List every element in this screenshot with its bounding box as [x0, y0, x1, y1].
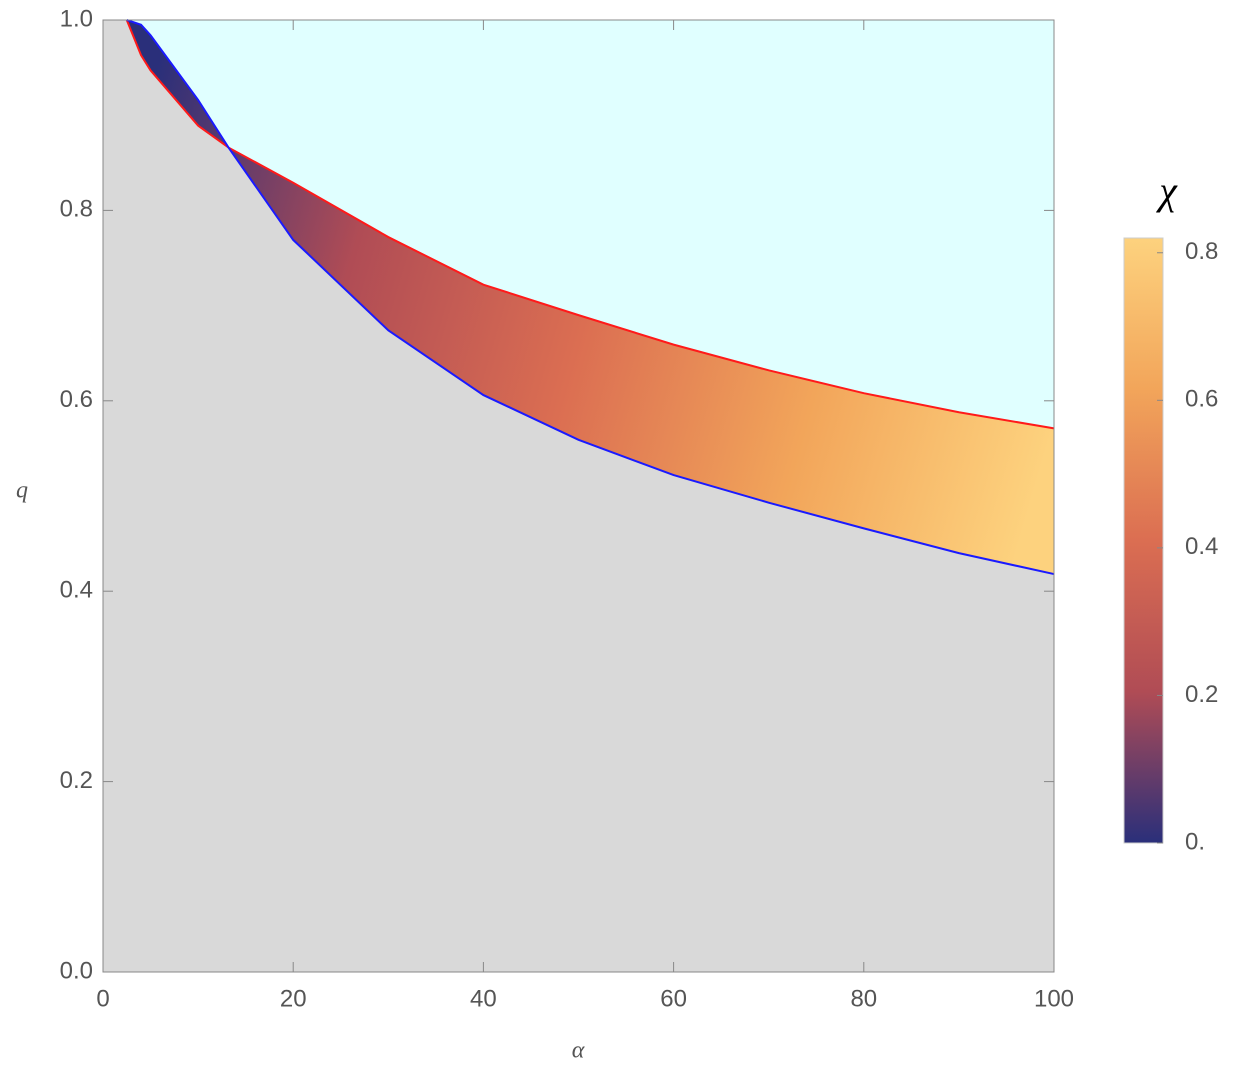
boundary-curve [125, 19, 1055, 430]
boundary-curve [126, 19, 1055, 576]
colorbar [1123, 237, 1164, 844]
y-tick-label: 0.8 [60, 196, 93, 223]
y-tick-label: 0.2 [60, 767, 93, 794]
y-tick-label: 1.0 [60, 5, 93, 32]
colorbar-tick-label: 0.8 [1185, 238, 1218, 265]
colorbar-tick-label: 0. [1185, 828, 1205, 855]
plot-frame [102, 19, 1055, 973]
y-axis-label: q [16, 478, 28, 504]
colorbar-tick-label: 0.4 [1185, 533, 1218, 560]
colorbar-label: χ [1155, 168, 1178, 213]
x-axis-label: α [572, 1038, 585, 1064]
band-region [126, 20, 1054, 575]
y-tick-label: 0.0 [60, 957, 93, 984]
x-tick-label: 60 [660, 985, 687, 1012]
y-tick-label: 0.4 [60, 577, 93, 604]
x-tick-label: 0 [96, 985, 109, 1012]
x-tick-label: 40 [470, 985, 497, 1012]
x-tick-label: 20 [280, 985, 307, 1012]
y-tick-label: 0.6 [60, 386, 93, 413]
colorbar-tick-label: 0.6 [1185, 386, 1218, 413]
x-tick-label: 80 [850, 985, 877, 1012]
x-tick-label: 100 [1034, 985, 1074, 1012]
colorbar-tick-label: 0.2 [1185, 681, 1218, 708]
